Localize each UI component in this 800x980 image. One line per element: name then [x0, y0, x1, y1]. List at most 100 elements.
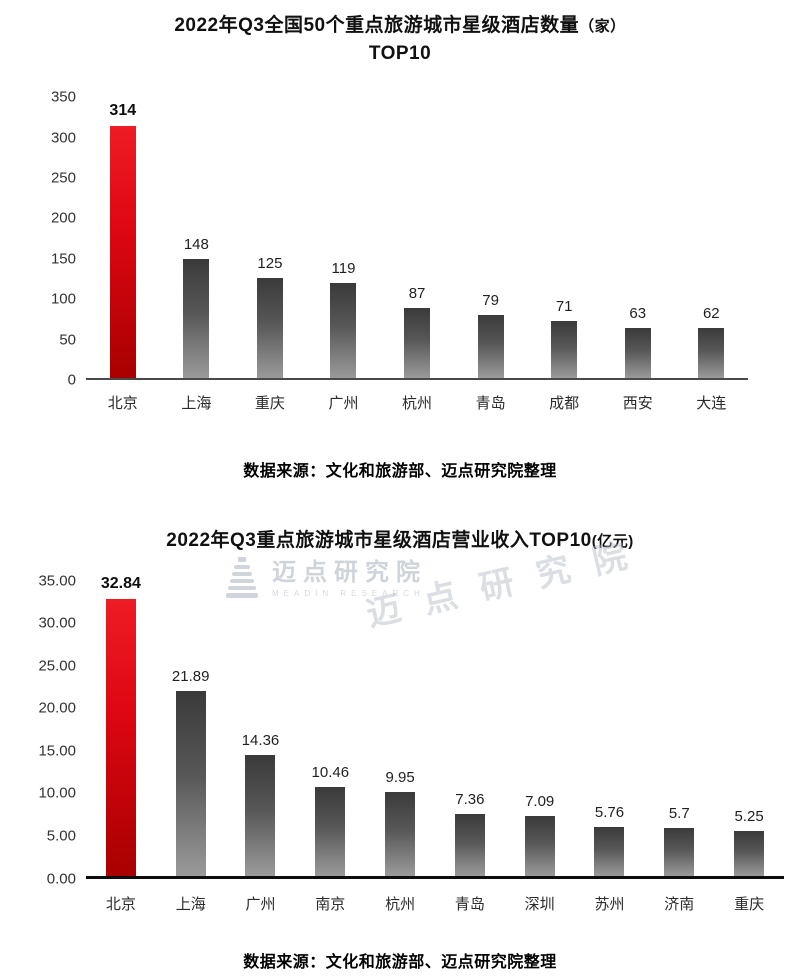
- bar-value-label: 32.84: [100, 574, 141, 592]
- x-category-label: 广州: [245, 895, 276, 913]
- bar-value-label: 63: [629, 304, 647, 322]
- chart-hotel-revenue: 2022年Q3重点旅游城市星级酒店营业收入TOP10(亿元) 迈点研究院 MEA…: [0, 527, 800, 972]
- bar: [105, 598, 136, 876]
- chart2-plot-row: 35.00 30.00 25.00 20.00 15.00 10.00 5.00 0.00 3…: [0, 572, 800, 914]
- chart1-plot-area: 314 148 125 119 87 79 71 63 62: [86, 97, 749, 381]
- chart2-plot-area: 32.84 21.89 14.36 10.46 9.95 7.36 7.09 5.76 5.7 5…: [86, 575, 784, 879]
- bar: [624, 327, 651, 379]
- x-category-label: 广州: [328, 395, 359, 413]
- x-category-label: 济南: [664, 895, 695, 913]
- chart1-title-unit: （家）: [579, 18, 626, 35]
- bar-column: 7.36: [435, 581, 505, 876]
- chart2-title-unit: (亿元): [591, 533, 634, 551]
- bar-value-label: 87: [408, 285, 426, 303]
- x-category-label: 重庆: [734, 895, 765, 913]
- chart2-y-axis: 35.00 30.00 25.00 20.00 15.00 10.00 5.00 0.00: [0, 572, 86, 887]
- y-tick-label: 0.00: [46, 870, 76, 888]
- bar-column: 32.84: [86, 575, 156, 876]
- bar: [698, 328, 725, 379]
- bar-value-label: 21.89: [171, 668, 210, 686]
- bar-column: 5.7: [644, 581, 714, 876]
- chart1-source-note: 数据来源：文化和旅游部、迈点研究院整理: [243, 463, 557, 481]
- bar: [183, 259, 210, 379]
- x-category-label: 西安: [622, 395, 653, 413]
- y-tick-label: 300: [50, 129, 76, 147]
- bar-column: 7.09: [505, 581, 575, 876]
- y-tick-label: 0: [67, 371, 76, 389]
- x-category-label: 重庆: [254, 395, 285, 413]
- x-category-label: 青岛: [475, 395, 506, 413]
- bar-value-label: 5.7: [668, 804, 690, 822]
- x-category-label: 上海: [175, 895, 206, 913]
- x-category-label: 上海: [181, 395, 212, 413]
- y-tick-label: 200: [50, 209, 76, 227]
- bar-value-label: 62: [702, 305, 720, 323]
- bar-value-label: 7.09: [525, 792, 555, 810]
- x-category-label: 北京: [105, 895, 136, 913]
- chart1-plot-row: 350 300 250 200 150 100 50 0 314 148 125 119 87 79 71…: [0, 89, 800, 413]
- x-category-label: 苏州: [594, 895, 625, 913]
- bar-value-label: 5.76: [594, 804, 625, 822]
- bar: [385, 791, 416, 876]
- y-tick-label: 20.00: [38, 699, 76, 717]
- bar-column: 62: [675, 97, 749, 379]
- x-category-label: 杭州: [385, 895, 416, 913]
- bar: [315, 787, 346, 876]
- bar-column: 314: [86, 97, 160, 379]
- y-tick-label: 30.00: [38, 614, 76, 632]
- bar: [477, 314, 504, 379]
- bar: [256, 277, 283, 379]
- bar-value-label: 71: [555, 298, 573, 316]
- bar-value-label: 125: [257, 254, 283, 272]
- bar: [404, 308, 431, 379]
- chart2-title: 2022年Q3重点旅游城市星级酒店营业收入TOP10(亿元): [0, 527, 800, 555]
- bar-value-label: 7.36: [455, 790, 485, 808]
- bar: [109, 126, 136, 379]
- y-tick-label: 35.00: [38, 572, 76, 590]
- bar-column: 125: [233, 97, 307, 379]
- bar-column: 87: [380, 97, 454, 379]
- bar-column: 5.25: [714, 581, 784, 876]
- y-tick-label: 100: [50, 290, 76, 308]
- y-tick-label: 350: [50, 88, 76, 106]
- bar: [524, 815, 555, 876]
- bar-column: 21.89: [156, 581, 226, 876]
- chart2-x-axis-labels: 北京 上海 广州 南京 杭州 青岛 深圳 苏州 济南 重庆: [86, 879, 784, 914]
- x-category-label: 深圳: [524, 895, 555, 913]
- bar-value-label: 314: [109, 102, 137, 119]
- y-tick-label: 25.00: [38, 657, 76, 675]
- chart1-title: 2022年Q3全国50个重点旅游城市星级酒店数量（家）: [0, 12, 800, 40]
- bar-value-label: 5.25: [734, 808, 764, 826]
- x-category-label: 青岛: [454, 895, 485, 913]
- bar-column: 14.36: [226, 581, 296, 876]
- x-category-label: 杭州: [402, 395, 433, 413]
- bar: [734, 831, 765, 876]
- bar-value-label: 14.36: [241, 731, 280, 749]
- x-category-label: 北京: [107, 395, 138, 413]
- bar-column: 79: [454, 97, 528, 379]
- bar-value-label: 79: [482, 291, 499, 309]
- bar-value-label: 148: [183, 236, 209, 254]
- bar-column: 119: [307, 97, 381, 379]
- y-tick-label: 5.00: [46, 827, 76, 845]
- bar: [664, 827, 695, 876]
- bar-value-label: 119: [331, 259, 356, 277]
- x-category-label: 南京: [315, 895, 346, 913]
- y-tick-label: 250: [50, 169, 76, 187]
- bar: [551, 321, 578, 379]
- x-category-label: 大连: [696, 395, 727, 413]
- bar-column: 71: [527, 97, 601, 379]
- chart1-x-axis-labels: 北京 上海 重庆 广州 杭州 青岛 成都 西安 大连: [86, 380, 748, 413]
- x-category-label: 成都: [549, 395, 580, 413]
- bar-value-label: 10.46: [311, 764, 350, 782]
- bar-value-label: 9.95: [385, 768, 415, 786]
- bar: [594, 827, 625, 876]
- bar: [454, 813, 485, 876]
- bar: [245, 754, 276, 876]
- bar-column: 5.76: [575, 581, 645, 876]
- bar: [175, 691, 206, 876]
- bar-column: 148: [160, 97, 234, 379]
- bar: [330, 282, 357, 379]
- chart1-title-line2: TOP10: [368, 42, 432, 64]
